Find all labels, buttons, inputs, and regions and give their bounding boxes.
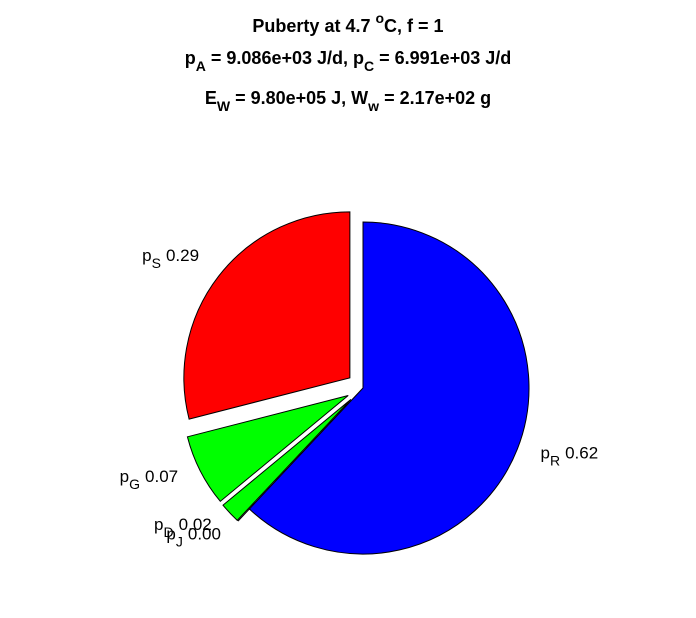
label-subscript: S bbox=[152, 255, 161, 271]
title-subscript: w bbox=[367, 98, 379, 114]
title-subscript: W bbox=[217, 98, 231, 114]
pie-slice bbox=[186, 395, 349, 503]
value-label: 0.29 bbox=[166, 246, 199, 265]
title-text: = 2.17e+02 g bbox=[379, 88, 491, 108]
label-subscript: J bbox=[176, 533, 183, 549]
title-text: = 9.086e+03 J/d, p bbox=[206, 48, 364, 68]
value-label: 0.62 bbox=[565, 443, 598, 462]
value-label: 0.02 bbox=[179, 515, 212, 534]
label-symbol: p bbox=[166, 524, 175, 543]
label-subscript: R bbox=[550, 452, 560, 468]
label-symbol: p bbox=[142, 246, 151, 265]
title-subscript: C bbox=[364, 58, 374, 74]
chart-title: EW = 9.80e+05 J, Ww = 2.17e+02 g bbox=[205, 88, 491, 114]
value-label: 0.07 bbox=[145, 467, 178, 486]
slice-label: pJ 0.00 bbox=[166, 524, 221, 549]
title-text: = 6.991e+03 J/d bbox=[374, 48, 511, 68]
label-subscript: D bbox=[164, 524, 174, 540]
slice-label: pS 0.29 bbox=[142, 246, 199, 271]
label-subscript: G bbox=[129, 476, 140, 492]
pie-slice bbox=[183, 211, 351, 420]
pie-slice bbox=[248, 221, 530, 555]
title-text: p bbox=[185, 48, 196, 68]
chart-title: pA = 9.086e+03 J/d, pC = 6.991e+03 J/d bbox=[185, 48, 511, 74]
title-text: C, f = 1 bbox=[384, 16, 444, 36]
label-symbol: p bbox=[540, 443, 549, 462]
label-symbol: p bbox=[154, 515, 163, 534]
pie-slice bbox=[222, 398, 352, 522]
title-superscript: o bbox=[375, 10, 384, 26]
title-text: Puberty at 4.7 bbox=[252, 16, 375, 36]
slice-label: pD 0.02 bbox=[154, 515, 212, 540]
slice-label: pR 0.62 bbox=[540, 443, 598, 468]
title-text: E bbox=[205, 88, 217, 108]
label-symbol: p bbox=[120, 467, 129, 486]
title-subscript: A bbox=[196, 58, 206, 74]
title-text: = 9.80e+05 J, W bbox=[230, 88, 368, 108]
chart-title: Puberty at 4.7 oC, f = 1 bbox=[252, 10, 443, 36]
slice-label: pG 0.07 bbox=[120, 467, 178, 492]
value-label: 0.00 bbox=[188, 524, 221, 543]
